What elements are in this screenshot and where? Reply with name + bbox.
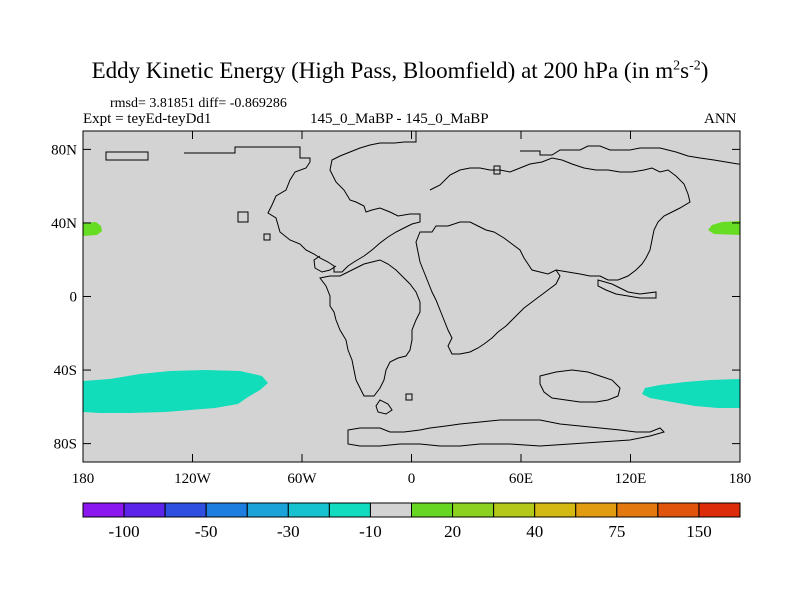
colorbar: -100 -50 -30 -10 20 40 75 150 bbox=[82, 502, 741, 541]
lon-label: 180 bbox=[729, 471, 752, 487]
colorbar-swatch bbox=[411, 502, 454, 518]
lat-label: 80N bbox=[51, 142, 77, 158]
colorbar-swatch bbox=[493, 502, 536, 518]
lat-label: 40S bbox=[54, 363, 77, 379]
small-island-3 bbox=[405, 393, 413, 401]
lon-label: 0 bbox=[408, 471, 416, 487]
colorbar-swatch bbox=[575, 502, 618, 518]
south-america-outline bbox=[319, 259, 421, 397]
eurasia-outline bbox=[520, 145, 740, 165]
lon-label: 60E bbox=[509, 471, 533, 487]
season-label: ANN bbox=[704, 111, 737, 127]
colorbar-swatch bbox=[287, 502, 330, 518]
colorbar-swatch bbox=[205, 502, 248, 518]
colorbar-swatch bbox=[698, 502, 741, 518]
north-america-outline bbox=[184, 131, 421, 273]
colorbar-label: -50 bbox=[195, 522, 218, 541]
colorbar-label: 20 bbox=[444, 522, 461, 541]
antarctic-peninsula bbox=[375, 399, 393, 415]
antarctica-outline bbox=[347, 419, 665, 447]
lon-label: 120E bbox=[615, 471, 647, 487]
lat-label: 80S bbox=[54, 437, 77, 453]
small-island-4 bbox=[493, 165, 501, 175]
colorbar-swatch bbox=[82, 502, 125, 518]
coastlines bbox=[105, 131, 740, 447]
map-axes: 80N 40N 0 40S 80S 180 120W 60W 0 60E 120E 180 bbox=[51, 131, 751, 487]
colorbar-swatch bbox=[246, 502, 289, 518]
small-island-1 bbox=[237, 211, 249, 223]
colorbar-swatch bbox=[616, 502, 659, 518]
colorbar-label: 150 bbox=[686, 522, 712, 541]
negative-anomaly-east bbox=[642, 379, 740, 408]
colorbar-label: 40 bbox=[526, 522, 543, 541]
colorbar-label: -100 bbox=[108, 522, 139, 541]
rmsd-diff-label: rmsd= 3.81851 diff= -0.869286 bbox=[110, 96, 287, 111]
lon-label: 60W bbox=[287, 471, 317, 487]
africa-outline bbox=[415, 221, 561, 355]
colorbar-swatch bbox=[123, 502, 166, 518]
plot-title: Eddy Kinetic Energy (High Pass, Bloomfie… bbox=[91, 58, 709, 83]
colorbar-label: 75 bbox=[608, 522, 625, 541]
colorbar-label: -30 bbox=[277, 522, 300, 541]
colorbar-swatch bbox=[657, 502, 700, 518]
lat-label: 40N bbox=[51, 216, 77, 232]
colorbar-swatch bbox=[452, 502, 495, 518]
map-panel bbox=[83, 131, 740, 462]
positive-anomaly-west bbox=[83, 222, 102, 236]
arctic-island bbox=[105, 151, 149, 161]
case-label: 145_0_MaBP - 145_0_MaBP bbox=[310, 111, 489, 127]
positive-anomaly-east bbox=[708, 221, 740, 235]
eurasia-interior bbox=[429, 157, 691, 281]
small-island-2 bbox=[263, 233, 271, 241]
lon-label: 180 bbox=[72, 471, 95, 487]
australia-outline bbox=[539, 369, 621, 403]
north-america-inner bbox=[313, 255, 337, 273]
colorbar-swatch bbox=[369, 502, 412, 518]
colorbar-label: -10 bbox=[359, 522, 382, 541]
southeast-asia-islands bbox=[597, 279, 657, 299]
negative-anomaly-west bbox=[83, 370, 268, 413]
lon-label: 120W bbox=[174, 471, 212, 487]
colorbar-swatch bbox=[534, 502, 577, 518]
colorbar-swatch bbox=[328, 502, 371, 518]
colorbar-swatch bbox=[164, 502, 207, 518]
experiment-label: Expt = teyEd-teyDd1 bbox=[83, 111, 212, 127]
lat-label: 0 bbox=[70, 290, 78, 306]
